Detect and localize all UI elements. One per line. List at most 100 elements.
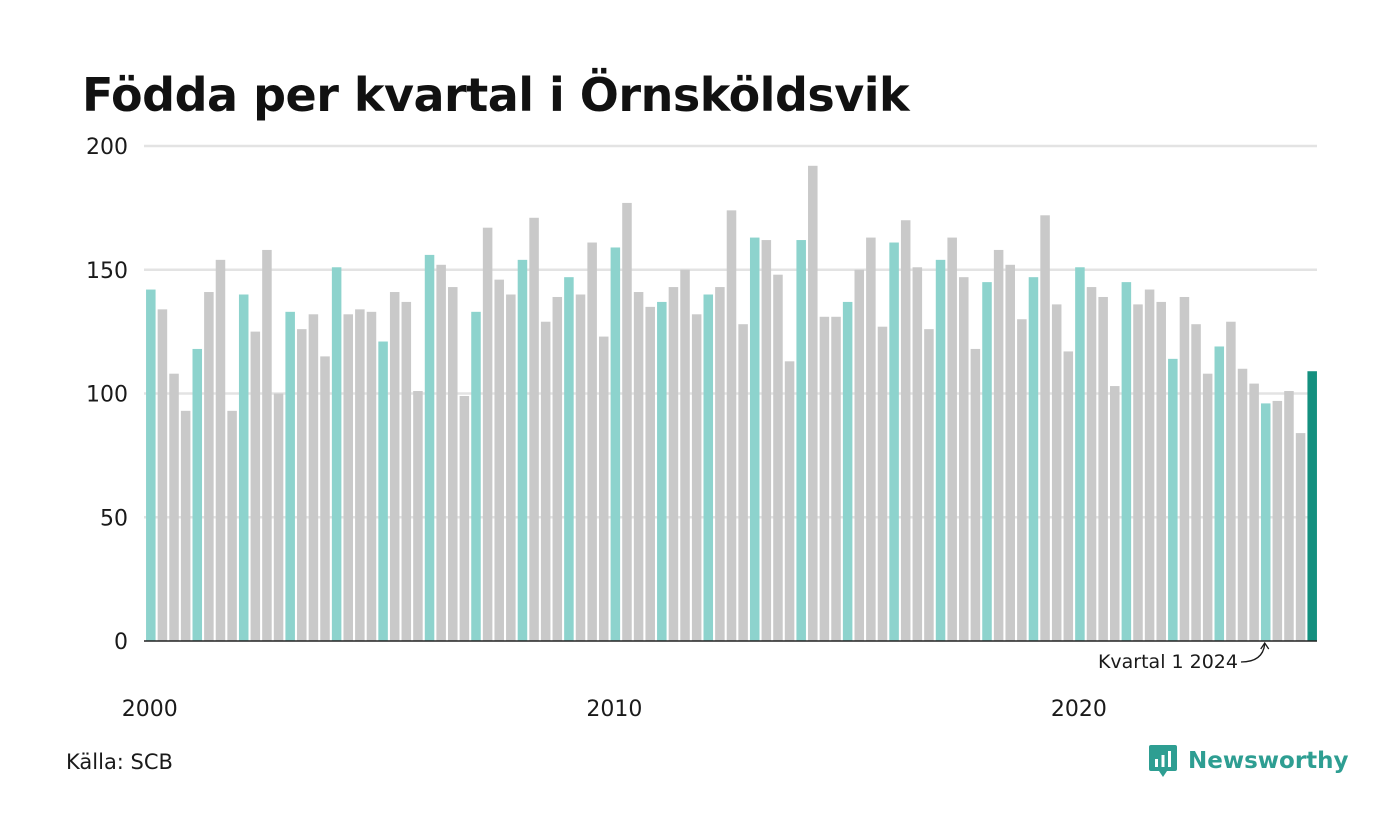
bar [912,267,923,641]
bar [366,311,377,641]
bar [459,395,470,641]
bar [1237,368,1248,641]
bar [471,311,481,641]
bar [691,314,702,641]
bar [413,391,423,641]
bar [1109,386,1120,641]
bar [192,348,203,641]
bar [1133,304,1143,641]
x-tick-label: 2010 [586,697,642,722]
bar [1098,296,1108,641]
bar [1005,264,1015,641]
bar [610,247,621,641]
bar [1086,287,1097,641]
bar [703,294,714,641]
x-tick-label: 2000 [122,697,178,722]
bar [157,309,168,641]
bar [819,316,830,641]
bar [842,301,853,641]
bar [982,282,992,641]
bar [401,301,412,641]
bar [889,242,899,641]
bar [378,341,388,641]
bar [552,296,563,641]
bar [494,279,504,641]
bar [482,227,493,642]
bar [726,210,737,641]
bar [564,277,574,641]
chart-title: Födda per kvartal i Örnsköldsvik [82,68,910,122]
bar [262,249,272,641]
bar [169,373,179,641]
bar [204,292,214,641]
bar [343,314,354,641]
bar [1017,319,1027,641]
source-label: Källa: SCB [66,750,173,774]
bar [657,301,667,641]
bar [1028,277,1039,641]
bar [1272,400,1283,641]
bar [297,329,307,641]
brand-name: Newsworthy [1188,748,1349,774]
bar [1202,373,1213,641]
bar [970,348,981,641]
bar [900,220,911,641]
bar [180,410,191,641]
bar-chart: 0 50 100 150 200 2000 2010 2020 Kvartal 1 2024 [86,135,1317,722]
y-tick-label: 200 [86,135,128,160]
bar [1307,371,1317,641]
bar [331,267,342,641]
bar [1226,321,1236,641]
annotation-arrow [1240,643,1266,663]
bar [529,217,539,641]
bar [680,269,690,641]
bar [947,237,957,641]
bar [1121,282,1132,641]
bar [1051,304,1062,641]
bar [808,165,818,642]
bar [308,314,319,641]
bar [761,240,772,642]
y-tick-label: 150 [86,259,128,284]
bar [355,309,365,641]
bar [1040,215,1050,642]
bar [1249,383,1259,641]
y-tick-label: 0 [114,630,128,655]
newsworthy-logo-icon [1149,745,1177,777]
bar [877,326,888,641]
y-tick-label: 50 [100,506,128,531]
bar [831,316,841,641]
bar [738,324,748,641]
bar [924,329,934,641]
bar [238,294,249,641]
bar [250,331,261,641]
bar [215,259,226,641]
bar [622,202,632,642]
bar [1144,289,1155,641]
x-tick-label: 2020 [1051,697,1107,722]
bar [773,274,783,641]
bar [1179,296,1190,641]
bar [517,259,528,641]
bar [575,294,586,641]
bar [796,240,806,642]
bar [540,321,551,641]
bar [1063,351,1074,641]
bar [854,269,865,641]
bar [146,289,156,641]
bar [784,361,795,641]
bar [227,410,237,641]
bar [1284,391,1294,641]
bar [1214,346,1225,641]
bar [436,264,446,641]
bar [273,393,284,641]
bar [645,306,655,641]
bar [1075,267,1085,641]
annotation-arrowhead [1260,641,1270,650]
bar [424,254,435,641]
bar [1168,358,1178,641]
bar [285,311,295,641]
bar [1295,433,1306,641]
bar [715,287,725,641]
bar [633,292,644,641]
